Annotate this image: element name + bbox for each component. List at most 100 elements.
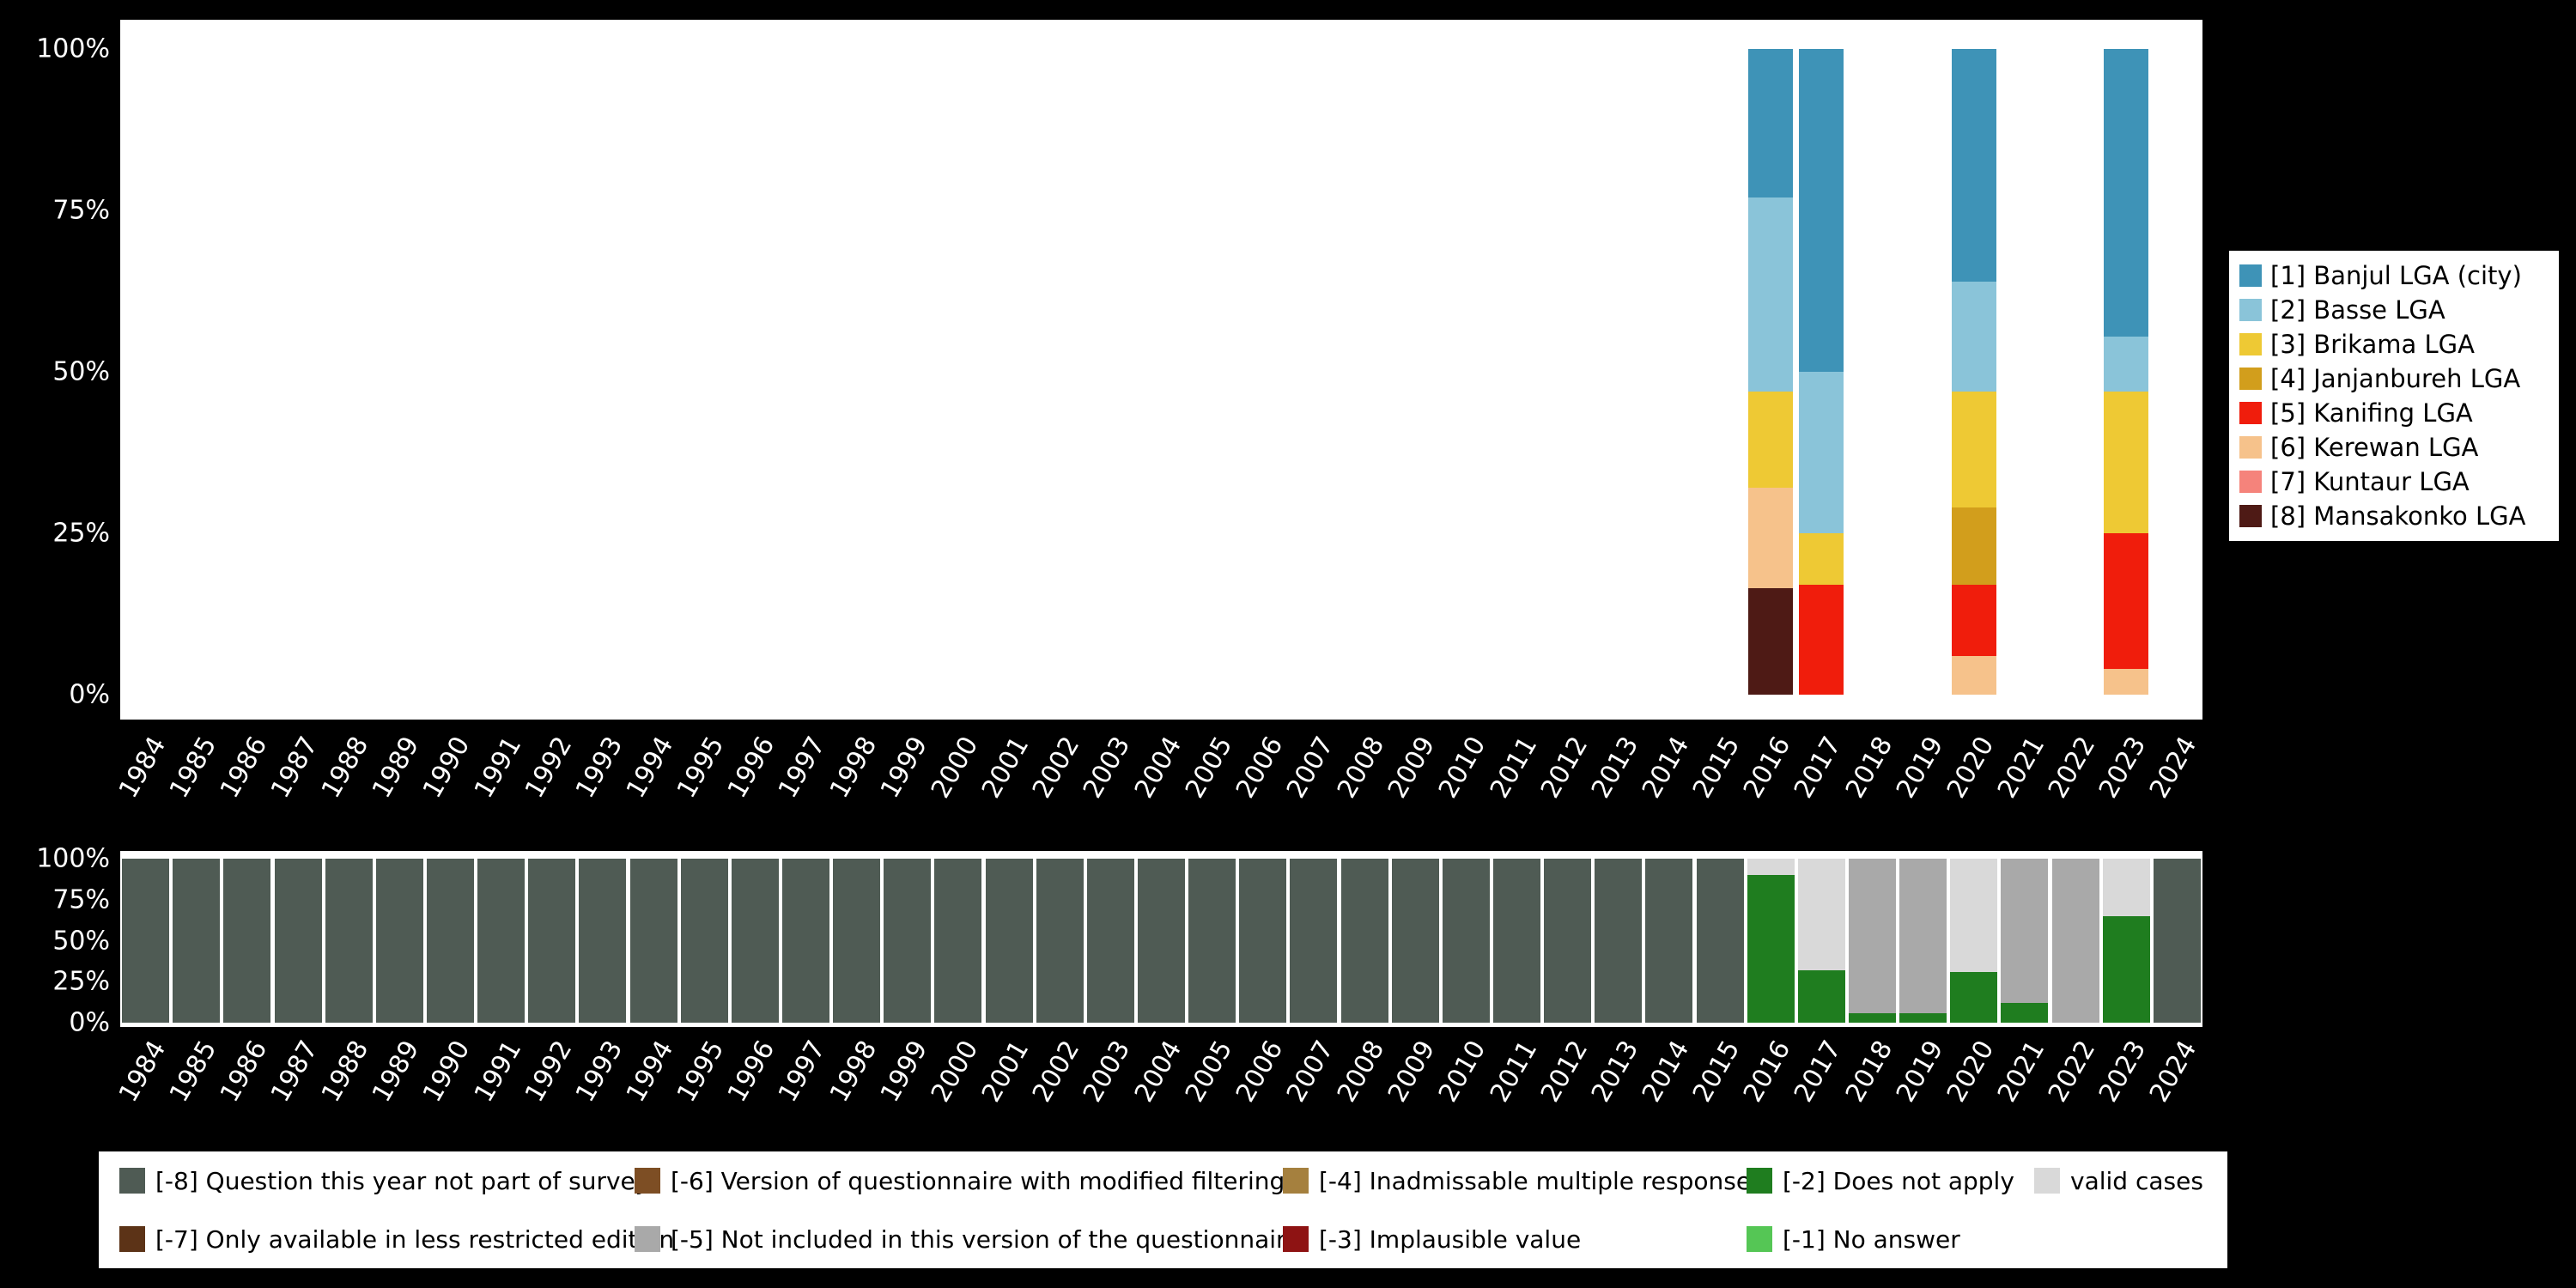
segment-not_included_version [2051, 859, 2099, 1023]
segment-mansakonko [1748, 587, 1794, 695]
x-tick-label: 2011 [1484, 1036, 1543, 1108]
x-tick-label: 2012 [1534, 732, 1594, 804]
segment-not_included_version [2001, 859, 2049, 1004]
legend-swatch-kuntaur [2239, 471, 2262, 493]
legend-item-janjanbureh: [4] Janjanbureh LGA [2239, 364, 2549, 393]
bar-2009 [1391, 859, 1439, 1023]
legend-item-does_not_apply: [-2] Does not apply [1747, 1167, 2034, 1195]
legend-label-does_not_apply: [-2] Does not apply [1783, 1166, 2014, 1195]
x-tick-label: 2010 [1433, 1036, 1492, 1108]
legend-swatch-modified_filtering [635, 1168, 660, 1194]
x-tick-label: 2014 [1636, 732, 1696, 804]
x-tick-label: 1997 [773, 1036, 832, 1108]
lga-category-legend: [1] Banjul LGA (city) [2] Basse LGA [3] Br… [2229, 251, 2559, 541]
x-tick-label: 1989 [367, 1036, 426, 1108]
segment-not_part_of_survey [1493, 859, 1541, 1023]
y-tick-label: 25% [52, 966, 110, 997]
bar-1998 [833, 859, 881, 1023]
bar-1988 [325, 859, 373, 1023]
x-tick-label: 2017 [1789, 1036, 1848, 1108]
y-tick-label: 75% [52, 195, 110, 226]
x-tick-label: 1994 [620, 732, 680, 804]
top-chart-panel [120, 20, 2202, 720]
bar-2007 [1290, 859, 1338, 1023]
legend-label-valid: valid cases [2070, 1166, 2203, 1195]
x-tick-label: 2009 [1382, 1036, 1442, 1108]
x-tick-label: 1994 [620, 1036, 680, 1108]
x-tick-label: 2013 [1585, 732, 1645, 804]
y-tick-label: 0% [69, 679, 110, 710]
legend-label-janjanbureh: [4] Janjanbureh LGA [2270, 364, 2521, 393]
segment-brikama [1951, 391, 1996, 507]
y-tick-label: 100% [36, 33, 110, 64]
bar-1991 [477, 859, 526, 1023]
segment-not_part_of_survey [1645, 859, 1693, 1023]
bar-2023 [2104, 49, 2149, 695]
bar-1985 [173, 859, 221, 1023]
bottom-chart-panel [120, 851, 2202, 1027]
x-tick-label: 2023 [2093, 732, 2153, 804]
x-tick-label: 2019 [1890, 732, 1949, 804]
x-tick-label: 2014 [1636, 1036, 1696, 1108]
x-tick-label: 2010 [1433, 732, 1492, 804]
legend-label-brikama: [3] Brikama LGA [2270, 330, 2475, 359]
x-tick-label: 1990 [417, 732, 477, 804]
legend-item-not_part_of_survey: [-8] Question this year not part of surv… [119, 1167, 649, 1195]
bar-1994 [629, 859, 677, 1023]
legend-item-banjul: [1] Banjul LGA (city) [2239, 261, 2549, 290]
bar-2024 [2153, 859, 2201, 1023]
y-tick-label: 100% [36, 843, 110, 874]
segment-kerewan [2104, 668, 2149, 695]
bar-2020 [1950, 859, 1998, 1023]
legend-label-inadmissable_multiple: [-4] Inadmissable multiple response [1319, 1166, 1752, 1195]
x-tick-label: 2020 [1941, 732, 2001, 804]
legend-swatch-kerewan [2239, 436, 2262, 459]
legend-item-modified_filtering: [-6] Version of questionnaire with modif… [635, 1167, 1285, 1195]
x-tick-label: 2019 [1890, 1036, 1949, 1108]
x-tick-label: 1986 [214, 1036, 274, 1108]
legend-swatch-less_restricted_edition [119, 1226, 145, 1252]
segment-not_part_of_survey [426, 859, 474, 1023]
x-tick-label: 2008 [1331, 1036, 1391, 1108]
segment-valid [1747, 859, 1795, 876]
segment-basse [2104, 336, 2149, 392]
segment-not_part_of_survey [375, 859, 423, 1023]
legend-label-not_included_version: [-5] Not included in this version of the… [671, 1224, 1301, 1254]
segment-not_part_of_survey [1391, 859, 1439, 1023]
bar-2021 [2001, 859, 2049, 1023]
legend-item-valid: valid cases [2034, 1167, 2227, 1195]
bar-2016 [1748, 49, 1794, 695]
x-tick-label: 2000 [925, 732, 985, 804]
segment-does_not_apply [1899, 1012, 1947, 1023]
bar-2000 [934, 859, 982, 1023]
segment-kanifing [1799, 585, 1844, 695]
segment-not_part_of_survey [1239, 859, 1287, 1023]
legend-item-kerewan: [6] Kerewan LGA [2239, 433, 2549, 462]
x-tick-label: 1984 [112, 732, 172, 804]
legend-item-mansakonko: [8] Mansakonko LGA [2239, 501, 2549, 531]
segment-not_part_of_survey [934, 859, 982, 1023]
bar-2008 [1340, 859, 1388, 1023]
segment-not_part_of_survey [1138, 859, 1185, 1023]
x-tick-label: 2004 [1128, 732, 1188, 804]
segment-not_part_of_survey [1544, 859, 1592, 1023]
x-tick-label: 1995 [671, 1036, 731, 1108]
segment-valid [2102, 859, 2150, 916]
legend-label-mansakonko: [8] Mansakonko LGA [2270, 501, 2526, 531]
segment-banjul [2104, 49, 2149, 337]
bar-2017 [1799, 49, 1844, 695]
segment-valid [1950, 859, 1998, 972]
x-tick-label: 1985 [163, 732, 223, 804]
segment-not_part_of_survey [1086, 859, 1134, 1023]
x-tick-label: 2003 [1078, 732, 1137, 804]
segment-does_not_apply [2001, 1003, 2049, 1023]
bar-1986 [223, 859, 271, 1023]
x-tick-label: 2008 [1331, 732, 1391, 804]
x-tick-label: 2018 [1839, 1036, 1899, 1108]
x-tick-label: 2021 [1991, 1036, 2051, 1108]
x-tick-label: 1989 [367, 732, 426, 804]
segment-not_part_of_survey [1036, 859, 1084, 1023]
x-tick-label: 1999 [874, 732, 934, 804]
segment-kanifing [2104, 533, 2149, 669]
